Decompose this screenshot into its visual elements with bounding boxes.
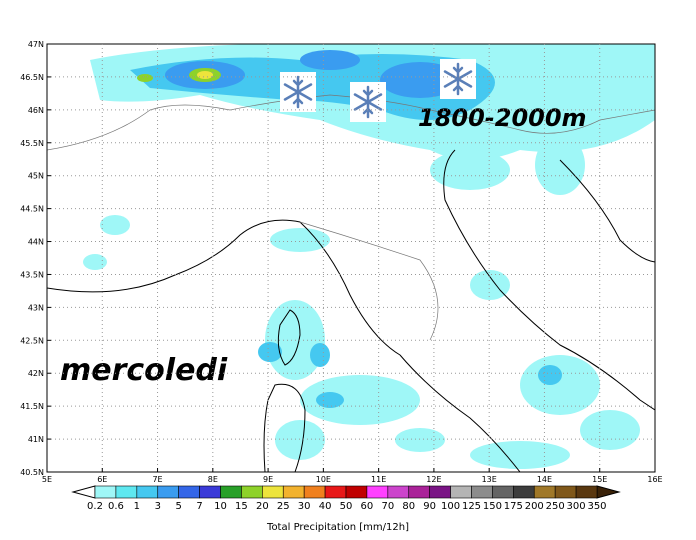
lat-tick-label: 46N (28, 106, 44, 115)
lat-tick-label: 45N (28, 172, 44, 181)
colorbar-swatch (324, 485, 347, 499)
lat-tick-label: 46.5N (20, 73, 44, 82)
colorbar-label: 0.6 (108, 501, 124, 512)
lat-tick-label: 43N (28, 303, 44, 312)
colorbar-swatch (533, 485, 556, 499)
colorbar-label: 125 (462, 501, 481, 512)
colorbar-label: 100 (441, 501, 460, 512)
lat-tick-label: 42N (28, 369, 44, 378)
colorbar-swatch (241, 485, 263, 499)
colorbar-label: 5 (175, 501, 181, 512)
lon-tick-label: 9E (263, 475, 273, 484)
colorbar-swatch (513, 485, 535, 499)
colorbar-swatch (366, 485, 389, 499)
colorbar-label: 20 (256, 501, 269, 512)
lon-tick-label: 15E (592, 475, 607, 484)
colorbar-label: 30 (298, 501, 311, 512)
colorbar-label: 300 (567, 501, 586, 512)
snow-level-annotation: 1800-2000m (418, 104, 587, 132)
lat-tick-label: 41.5N (20, 402, 44, 411)
lat-tick-label: 44N (28, 238, 44, 247)
colorbar-label: 10 (214, 501, 227, 512)
colorbar-label: 15 (235, 501, 248, 512)
plot-frame (46, 43, 656, 473)
lat-tick-label: 42.5N (20, 336, 44, 345)
lon-tick-label: 8E (208, 475, 218, 484)
lat-tick-label: 41N (28, 435, 44, 444)
colorbar-swatch (450, 485, 472, 499)
colorbar-swatch (178, 485, 200, 499)
colorbar-label: 40 (319, 501, 332, 512)
colorbar-label: 90 (423, 501, 436, 512)
colorbar-label: 175 (504, 501, 523, 512)
colorbar-swatch (387, 485, 410, 499)
colorbar-swatch (303, 485, 326, 499)
colorbar-label: 250 (546, 501, 565, 512)
lon-tick-label: 16E (647, 475, 662, 484)
colorbar-swatch (262, 485, 284, 499)
colorbar-swatch (220, 485, 242, 499)
colorbar-label: 70 (381, 501, 394, 512)
colorbar-label: 50 (340, 501, 353, 512)
colorbar-label: 3 (155, 501, 161, 512)
lon-tick-label: 5E (42, 475, 52, 484)
colorbar-swatch (429, 485, 451, 499)
colorbar-label: 7 (196, 501, 202, 512)
colorbar-label: 60 (361, 501, 374, 512)
colorbar-label: 80 (402, 501, 415, 512)
colorbar-swatch (408, 485, 430, 499)
colorbar-swatch (471, 485, 493, 499)
lon-tick-label: 7E (152, 475, 162, 484)
coastlines (47, 94, 655, 472)
lon-tick-label: 10E (316, 475, 331, 484)
lon-tick-label: 6E (97, 475, 107, 484)
colorbar-swatch (345, 485, 368, 499)
lon-tick-label: 14E (537, 475, 552, 484)
colorbar-swatch (115, 485, 138, 499)
colorbar-label: 150 (483, 501, 502, 512)
colorbar-swatch (157, 485, 179, 499)
colorbar-swatch (492, 485, 514, 499)
colorbar-title: Total Precipitation [mm/12h] (266, 522, 409, 533)
colorbar-high-arrow (596, 485, 621, 499)
colorbar-swatch (94, 485, 117, 499)
colorbar-low-arrow (71, 485, 96, 499)
day-annotation: mercoledi (60, 353, 228, 388)
colorbar-label: 0.2 (87, 501, 103, 512)
colorbar-label: 1 (134, 501, 140, 512)
lon-tick-label: 11E (371, 475, 386, 484)
colorbar-label: 25 (277, 501, 290, 512)
lat-tick-label: 44.5N (20, 205, 44, 214)
lat-tick-label: 43.5N (20, 270, 44, 279)
colorbar-label: 200 (525, 501, 544, 512)
lat-tick-label: 47N (28, 40, 44, 49)
lon-tick-label: 12E (426, 475, 441, 484)
colorbar-label: 350 (587, 501, 606, 512)
colorbar-swatch (199, 485, 221, 499)
colorbar-swatch (282, 485, 305, 499)
colorbar-swatch (136, 485, 159, 499)
colorbar-swatch (554, 485, 577, 499)
lat-tick-label: 40.5N (20, 468, 44, 477)
colorbar-swatch (575, 485, 598, 499)
precipitation-field (83, 44, 655, 469)
lon-tick-label: 13E (482, 475, 497, 484)
lat-tick-label: 45.5N (20, 139, 44, 148)
